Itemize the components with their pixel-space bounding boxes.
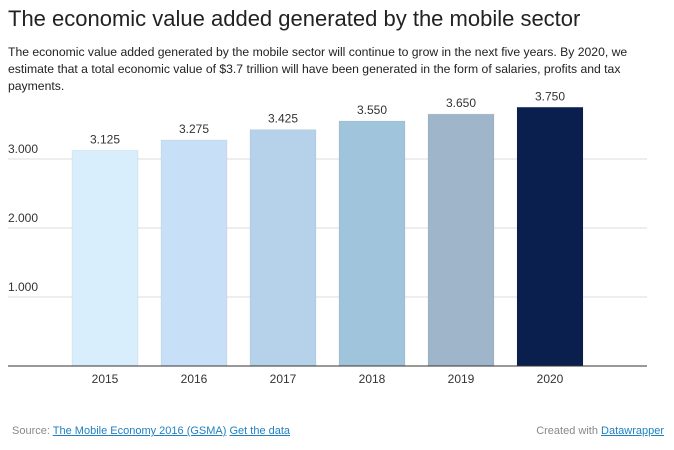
source-line: Source: The Mobile Economy 2016 (GSMA) G…	[12, 425, 290, 437]
get-data-link[interactable]: Get the data	[229, 425, 291, 437]
bar-2016	[160, 139, 228, 367]
datawrapper-link[interactable]: Datawrapper	[601, 425, 664, 437]
chart-title: The economic value added generated by th…	[8, 6, 581, 31]
bar-2019	[427, 113, 495, 367]
bar-2015	[71, 149, 139, 367]
y-tick-label: 1.000	[8, 280, 38, 294]
value-label: 3.650	[446, 96, 476, 110]
x-tick-label: 2017	[270, 372, 297, 386]
source-link[interactable]: The Mobile Economy 2016 (GSMA)	[52, 425, 227, 437]
x-tick-label: 2015	[92, 372, 119, 386]
x-tick-label: 2018	[359, 372, 386, 386]
chart-description: The economic value added generated by th…	[8, 45, 628, 93]
bar-2017	[249, 129, 317, 367]
value-label: 3.125	[90, 132, 120, 146]
x-tick-label: 2016	[181, 372, 208, 386]
created-label: Created with	[536, 425, 598, 437]
bar-chart: 1.000 2.000 3.000 3.125 2015 3.275 2016 3.425 20…	[8, 89, 647, 386]
credit-line: Created with Datawrapper	[536, 425, 664, 437]
bar-2020	[516, 106, 584, 367]
y-tick-label: 3.000	[8, 142, 38, 156]
value-label: 3.550	[357, 103, 387, 117]
source-label: Source:	[12, 425, 50, 437]
value-label: 3.425	[268, 112, 298, 126]
bar-2018	[338, 120, 406, 367]
y-tick-label: 2.000	[8, 211, 38, 225]
value-label: 3.750	[535, 89, 565, 103]
value-label: 3.275	[179, 122, 209, 136]
x-tick-label: 2019	[448, 372, 475, 386]
x-tick-label: 2020	[537, 372, 564, 386]
